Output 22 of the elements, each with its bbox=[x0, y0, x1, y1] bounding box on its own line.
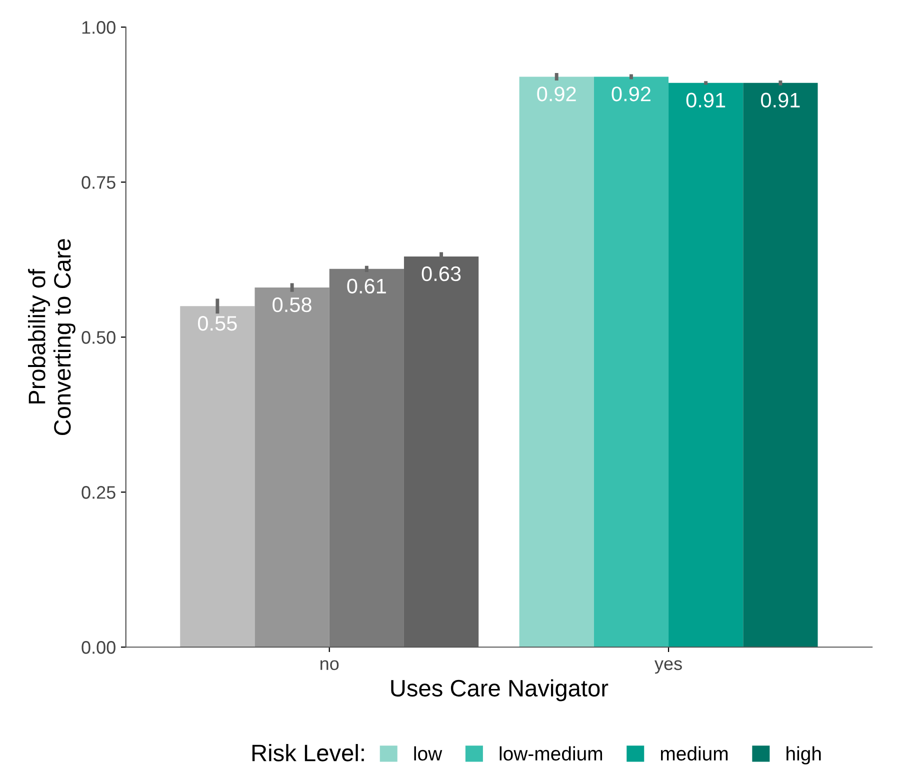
data-label: 0.92 bbox=[612, 86, 650, 102]
y-tick-label: 1.00 bbox=[82, 21, 116, 34]
data-label: 0.55 bbox=[198, 316, 237, 331]
x-axis-title: Uses Care Navigator bbox=[391, 679, 608, 702]
legend-title: Risk Level: bbox=[252, 744, 364, 762]
x-tick-label: no bbox=[320, 660, 339, 670]
y-tick-label: 0.75 bbox=[82, 176, 116, 189]
data-label: 0.58 bbox=[272, 297, 312, 312]
x-tick-label: yes bbox=[654, 660, 682, 674]
legend-label: low-medium bbox=[500, 746, 602, 761]
legend-label: high bbox=[786, 746, 821, 764]
data-label: 0.61 bbox=[347, 278, 386, 294]
y-axis-title: Probability of Converting to Care bbox=[28, 239, 76, 436]
legend-label: medium bbox=[660, 746, 728, 761]
data-label: 0.91 bbox=[686, 92, 726, 108]
data-label: 0.91 bbox=[760, 92, 800, 108]
data-label: 0.63 bbox=[422, 266, 461, 282]
y-tick-label: 0.25 bbox=[82, 486, 116, 499]
legend-label: low bbox=[414, 746, 442, 761]
data-label: 0.92 bbox=[537, 86, 576, 102]
y-tick-label: 0.50 bbox=[82, 331, 116, 344]
y-tick-label: 0.00 bbox=[82, 641, 116, 654]
